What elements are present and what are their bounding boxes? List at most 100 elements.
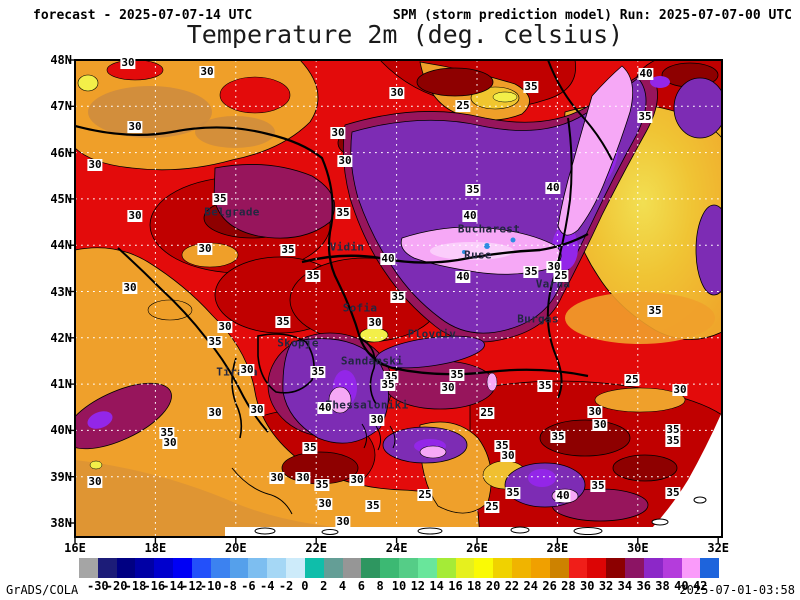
lon-tick-label: 18E (144, 541, 167, 555)
colorbar-segment (681, 558, 701, 578)
contour-label: 40 (317, 401, 333, 414)
colorbar-tick-label: 12 (410, 579, 426, 593)
colorbar-segment (210, 558, 230, 578)
colorbar-segment (625, 558, 644, 578)
lon-tick-label: 24E (385, 541, 408, 555)
contour-label: 30 (337, 154, 353, 167)
contour-label: 35 (280, 243, 296, 256)
generated-timestamp: 2025-07-01-03:58 (679, 583, 795, 597)
colorbar-segment (267, 558, 287, 578)
colorbar-segment (568, 558, 588, 578)
lat-tick-label: 45N (50, 191, 72, 206)
contour-label: 40 (555, 489, 571, 502)
contour-label: 35 (647, 304, 663, 317)
colorbar-segment (173, 558, 192, 578)
contour-label: 30 (349, 473, 365, 486)
colorbar-segment (399, 558, 418, 578)
contour-label: 35 (305, 269, 321, 282)
axis-ticks (68, 59, 719, 543)
colorbar-tick-label: 26 (542, 579, 557, 593)
contour-label: 30 (592, 418, 608, 431)
colorbar-tick-label: 24 (523, 579, 538, 593)
colorbar-tick-label: 0 (301, 579, 309, 593)
city-label: Bucharest (457, 222, 521, 236)
city-label: Skopje (277, 336, 319, 350)
colorbar-segment (700, 558, 720, 578)
contour-label: 40 (455, 270, 471, 283)
lat-tick-label: 41N (50, 377, 72, 392)
colorbar-segment (342, 558, 362, 578)
lon-tick-label: 28E (546, 541, 569, 555)
contour-label: 30 (162, 436, 178, 449)
colorbar-segment (417, 558, 437, 578)
city-label: Plovdiv (407, 327, 457, 341)
contour-label: 30 (197, 242, 213, 255)
colorbar-tick-label: 32 (598, 579, 614, 593)
colorbar-tick-label: 10 (391, 579, 407, 593)
colorbar-segment (248, 558, 268, 578)
contour-label: 25 (479, 406, 495, 419)
contour-label: 30 (127, 209, 143, 222)
contour-label: 40 (545, 181, 561, 194)
colorbar-tick-label: -6 (241, 579, 256, 593)
contour-label: 30 (330, 126, 346, 139)
lat-tick-label: 46N (50, 145, 72, 160)
contour-label: 35 (637, 110, 653, 123)
contour-label: 35 (449, 368, 465, 381)
contour-label: 35 (494, 439, 510, 452)
colorbar-segment (229, 558, 249, 578)
colorbar-tick-label: -8 (222, 579, 237, 593)
lat-tick-label: 39N (50, 469, 72, 484)
lon-tick-label: 22E (305, 541, 328, 555)
colorbar-tick-label: 22 (504, 579, 520, 593)
contour-label: 25 (484, 500, 500, 513)
contour-label: 35 (665, 486, 681, 499)
lat-tick-label: 42N (50, 330, 72, 345)
contour-label: 35 (302, 441, 318, 454)
contour-label: 35 (665, 423, 681, 436)
colorbar-tick-label: 34 (617, 579, 633, 593)
contour-label: 30 (269, 471, 285, 484)
contour-label: 25 (624, 373, 640, 386)
contour-label: 30 (500, 449, 516, 462)
colorbar-segment (643, 558, 663, 578)
colorbar-tick-label: -14 (162, 579, 184, 593)
contour-label: 30 (87, 475, 103, 488)
colorbar-tick-label: 42 (692, 579, 708, 593)
lat-tick-label: 43N (50, 284, 72, 299)
colorbar-tick-label: 4 (338, 579, 347, 593)
colorbar-segment (191, 558, 211, 578)
contour-label: 30 (122, 281, 138, 294)
colorbar-tick-label: -4 (260, 579, 275, 593)
contour-label: 25 (417, 488, 433, 501)
colorbar-tick-label: -12 (181, 579, 203, 593)
colorbar-segment (135, 558, 155, 578)
contour-label: 25 (455, 99, 471, 112)
colorbar-tick-label: 28 (561, 579, 576, 593)
colorbar-tick-label: 40 (674, 579, 689, 593)
colorbar-segment (455, 558, 475, 578)
contour-label: 35 (335, 206, 351, 219)
lon-tick-label: 32E (707, 541, 730, 555)
colorbar-segment (304, 558, 324, 578)
colorbar-segment (530, 558, 550, 578)
city-label: Sofia (342, 301, 378, 315)
lat-tick-label: 48N (50, 53, 72, 67)
colorbar-tick-label: 36 (636, 579, 651, 593)
lon-tick-label: 26E (466, 541, 488, 555)
lat-tick-label: 38N (50, 516, 72, 530)
contour-label: 35 (159, 426, 175, 439)
contour-label: 35 (465, 183, 481, 196)
contour-label: 35 (207, 335, 223, 348)
contour-label: 35 (365, 499, 381, 512)
colorbar-tick-label: 16 (448, 579, 463, 593)
contour-label: 30 (367, 316, 383, 329)
page-title: Temperature 2m (deg. celsius) (186, 20, 624, 49)
contour-label: 30 (389, 86, 405, 99)
colorbar-tick-label: -18 (124, 579, 147, 593)
city-label: Belgrade (204, 205, 260, 219)
lon-tick-label: 20E (224, 541, 247, 555)
colorbar-tick-label: 14 (429, 579, 444, 593)
colorbar-tick-label: -30 (86, 579, 109, 593)
